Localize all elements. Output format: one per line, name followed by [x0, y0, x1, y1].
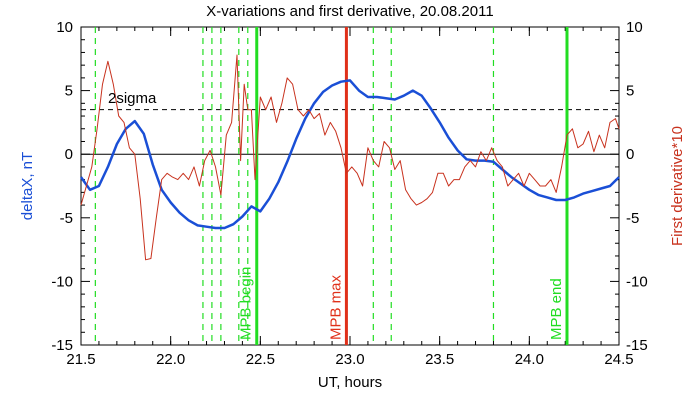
vertical-markers	[94, 27, 569, 345]
marker-label: MPB end	[548, 278, 565, 340]
y-axis-title-left: deltaX, nT	[19, 152, 36, 220]
series-deltax-line	[79, 79, 620, 230]
y-tick-label-right: 0	[626, 146, 634, 163]
x-tick-label: 23.0	[335, 351, 364, 368]
marker-label: MPB max	[327, 274, 344, 340]
y-tick-label-left: 10	[56, 19, 73, 36]
series-lines	[79, 54, 620, 261]
x-tick-label: 23.5	[425, 351, 454, 368]
tick-labels: 21.5 22.0 22.5 23.0 23.5 24.0 24.5-15 -15-10 -10…	[51, 19, 647, 368]
y-tick-label-left: -10	[51, 273, 73, 290]
y-tick-label-right: -15	[626, 337, 648, 354]
y-tick-label-left: 5	[65, 83, 73, 100]
chart-title: X-variations and first derivative, 20.08…	[206, 3, 493, 20]
axis-ticks	[80, 26, 620, 346]
y-tick-label-left: -15	[51, 337, 73, 354]
y-tick-label-right: -5	[626, 210, 639, 227]
y-tick-label-right: 10	[626, 19, 643, 36]
x-tick-label: 22.5	[246, 351, 275, 368]
x-tick-label: 21.5	[66, 351, 95, 368]
marker-label: MPB begin	[238, 267, 255, 340]
y-tick-label-right: -10	[626, 273, 648, 290]
y-tick-label-left: -5	[60, 210, 73, 227]
x-tick-label: 22.0	[156, 351, 185, 368]
y-axis-title-right: First derivative*10	[669, 126, 686, 246]
x-axis-title: UT, hours	[318, 374, 382, 391]
threshold-label: 2sigma	[108, 90, 157, 107]
x-tick-label: 24.5	[604, 351, 633, 368]
reference-lines	[81, 109, 619, 155]
plot-frame	[80, 26, 620, 346]
y-tick-label-left: 0	[65, 146, 73, 163]
x-tick-label: 24.0	[515, 351, 544, 368]
series-derivative-line	[80, 54, 620, 261]
y-tick-label-right: 5	[626, 83, 634, 100]
